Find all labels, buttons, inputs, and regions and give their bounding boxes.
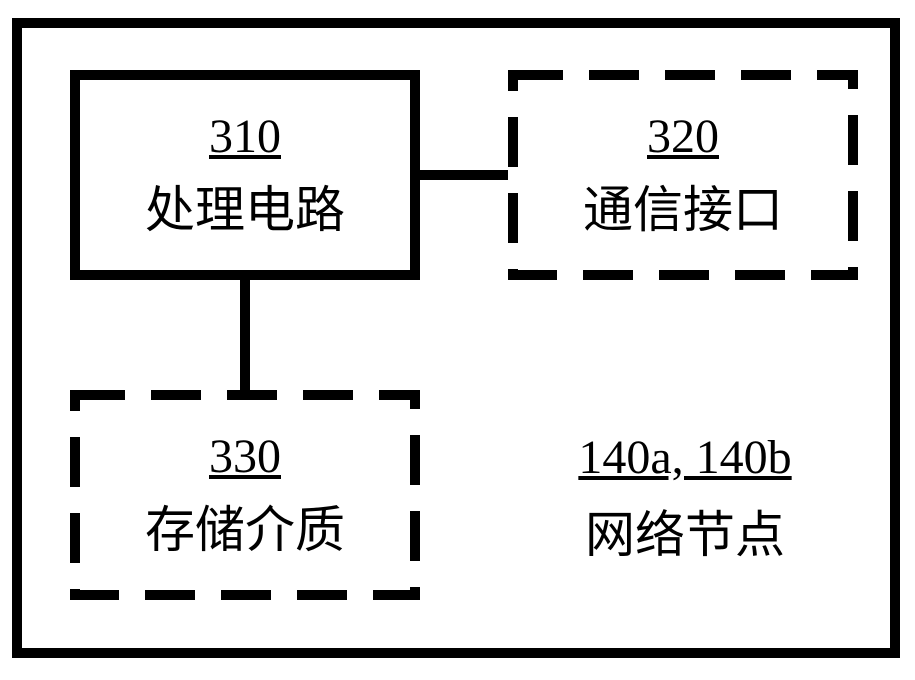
node-storage-medium: 330 存储介质 [70,390,420,600]
node-processing-circuit: 310 处理电路 [70,70,420,280]
node-processing-circuit-ref: 310 [209,109,281,164]
node-storage-medium-ref: 330 [209,429,281,484]
container-label-block: 140a, 140b 网络节点 [525,430,845,567]
connector-proc-to-comm [420,170,508,180]
container-label: 网络节点 [525,495,845,567]
node-comm-interface-label: 通信接口 [583,170,783,242]
node-comm-interface-ref: 320 [647,109,719,164]
container-ref: 140a, 140b [578,430,791,485]
diagram-canvas: 310 处理电路 320 通信接口 330 存储介质 140a, 140b 网络… [0,0,915,680]
connector-proc-to-storage [240,280,250,390]
node-comm-interface: 320 通信接口 [508,70,858,280]
node-storage-medium-label: 存储介质 [145,490,345,562]
node-processing-circuit-label: 处理电路 [145,170,345,242]
